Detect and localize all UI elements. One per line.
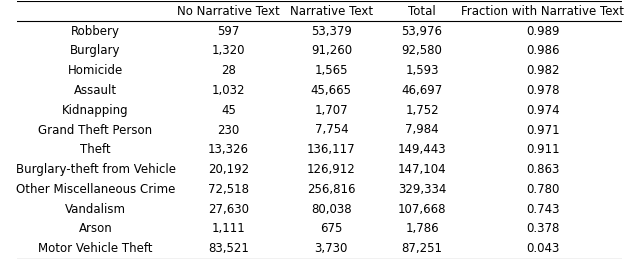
Text: 0.378: 0.378 [526,223,559,236]
Text: 0.863: 0.863 [526,163,559,176]
Text: 136,117: 136,117 [307,143,356,156]
Text: 0.780: 0.780 [526,183,559,196]
Text: 149,443: 149,443 [397,143,446,156]
Text: Burglary: Burglary [70,44,121,57]
Text: 0.043: 0.043 [526,242,559,255]
Text: Vandalism: Vandalism [65,203,126,216]
Text: 126,912: 126,912 [307,163,356,176]
Text: 1,786: 1,786 [405,223,439,236]
Text: 0.982: 0.982 [526,64,560,77]
Text: 1,707: 1,707 [314,104,348,117]
Text: 1,032: 1,032 [212,84,245,97]
Text: 53,379: 53,379 [311,24,352,37]
Text: Assault: Assault [74,84,117,97]
Text: 0.911: 0.911 [526,143,560,156]
Text: 1,111: 1,111 [212,223,245,236]
Text: 107,668: 107,668 [398,203,446,216]
Text: 13,326: 13,326 [208,143,249,156]
Text: 7,754: 7,754 [314,124,348,136]
Text: 1,565: 1,565 [315,64,348,77]
Text: Theft: Theft [80,143,111,156]
Text: Robbery: Robbery [71,24,120,37]
Text: 0.978: 0.978 [526,84,560,97]
Text: 53,976: 53,976 [401,24,442,37]
Text: 72,518: 72,518 [208,183,249,196]
Text: 0.743: 0.743 [526,203,560,216]
Text: Fraction with Narrative Text: Fraction with Narrative Text [461,5,625,18]
Text: 28: 28 [221,64,236,77]
Text: 597: 597 [218,24,240,37]
Text: Burglary-theft from Vehicle: Burglary-theft from Vehicle [15,163,175,176]
Text: 3,730: 3,730 [315,242,348,255]
Text: 91,260: 91,260 [311,44,352,57]
Text: 329,334: 329,334 [398,183,446,196]
Text: 80,038: 80,038 [311,203,351,216]
Text: 45: 45 [221,104,236,117]
Text: Other Miscellaneous Crime: Other Miscellaneous Crime [16,183,175,196]
Text: 1,320: 1,320 [212,44,245,57]
Text: 27,630: 27,630 [208,203,249,216]
Text: Total: Total [408,5,436,18]
Text: 92,580: 92,580 [402,44,442,57]
Text: Grand Theft Person: Grand Theft Person [38,124,152,136]
Text: Arson: Arson [79,223,113,236]
Text: 83,521: 83,521 [208,242,249,255]
Text: 1,752: 1,752 [405,104,439,117]
Text: 0.986: 0.986 [526,44,560,57]
Text: Homicide: Homicide [68,64,123,77]
Text: 0.971: 0.971 [526,124,560,136]
Text: 675: 675 [320,223,342,236]
Text: 256,816: 256,816 [307,183,356,196]
Text: Narrative Text: Narrative Text [290,5,373,18]
Text: 1,593: 1,593 [405,64,439,77]
Text: No Narrative Text: No Narrative Text [177,5,280,18]
Text: 0.974: 0.974 [526,104,560,117]
Text: 230: 230 [218,124,239,136]
Text: Kidnapping: Kidnapping [62,104,129,117]
Text: 87,251: 87,251 [401,242,442,255]
Text: 46,697: 46,697 [401,84,443,97]
Text: 20,192: 20,192 [208,163,249,176]
Text: 0.989: 0.989 [526,24,560,37]
Text: 7,984: 7,984 [405,124,439,136]
Text: 45,665: 45,665 [311,84,352,97]
Text: 147,104: 147,104 [397,163,446,176]
Text: Motor Vehicle Theft: Motor Vehicle Theft [38,242,153,255]
